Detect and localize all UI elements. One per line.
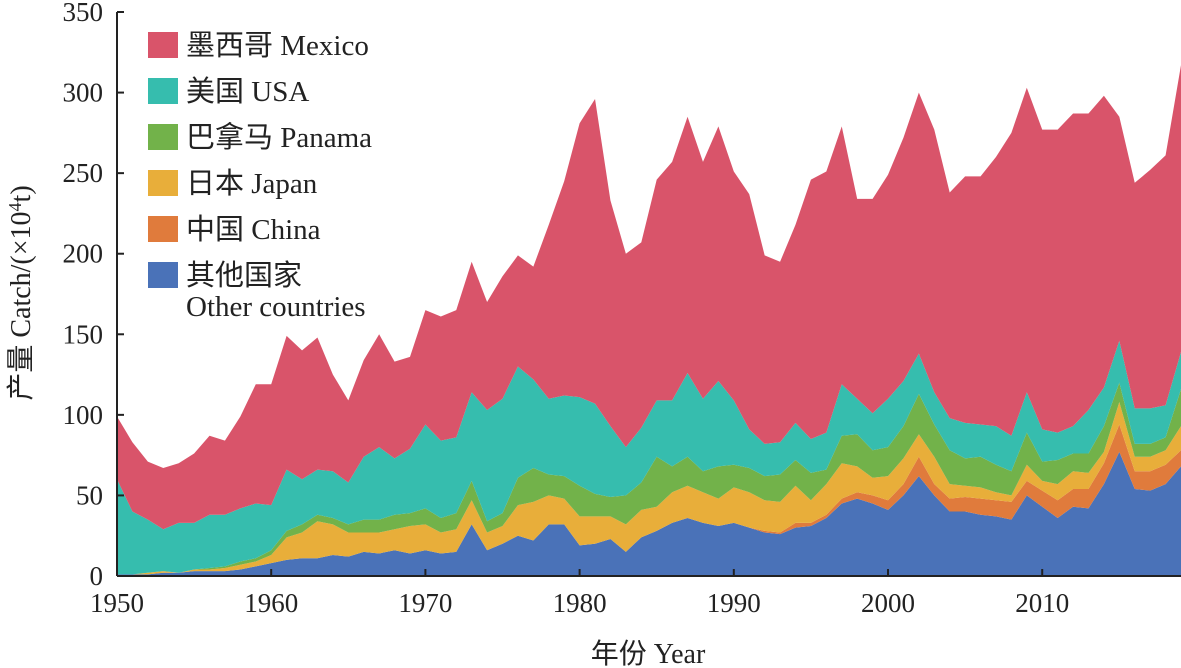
x-tick-label: 1970 <box>398 588 452 618</box>
y-tick-label: 350 <box>63 0 104 27</box>
legend-label-other-countries: 其他国家 <box>186 259 302 292</box>
x-tick-label: 1990 <box>707 588 761 618</box>
x-tick-label: 1950 <box>90 588 144 618</box>
y-tick-label: 100 <box>63 400 104 430</box>
x-tick-label: 2010 <box>1015 588 1069 618</box>
legend-swatch-china <box>148 216 178 242</box>
y-tick-label: 0 <box>90 561 104 591</box>
x-tick-label: 1960 <box>244 588 298 618</box>
legend-label-panama: 巴拿马 Panama <box>186 121 372 154</box>
area-series-other-countries <box>117 451 1181 576</box>
legend-label-usa: 美国 USA <box>186 75 309 108</box>
legend-label-japan: 日本 Japan <box>186 167 318 200</box>
legend-swatch-mexico <box>148 32 178 58</box>
legend-label-mexico: 墨西哥 Mexico <box>186 30 369 62</box>
area-series-panama <box>117 382 1181 575</box>
area-series-china <box>117 424 1181 575</box>
y-tick-label: 50 <box>76 480 103 510</box>
area-series-mexico <box>117 65 1181 530</box>
legend-label-other-countries-en: Other countries <box>186 291 366 323</box>
legend-swatch-japan <box>148 170 178 196</box>
legend-label-china: 中国 China <box>186 213 321 246</box>
x-tick-label: 1980 <box>553 588 607 618</box>
legend: 墨西哥 Mexico 美国 USA 巴拿马 Panama 日本 Japan 中国 Chi… <box>148 30 372 323</box>
legend-swatch-other-countries <box>148 262 178 288</box>
legend-swatch-panama <box>148 124 178 150</box>
x-axis-title: 年份 Year <box>591 638 706 668</box>
y-axis-title-main: 产量 Catch/(×10 <box>5 211 37 400</box>
axes <box>116 12 1181 577</box>
y-axis-title: 产量 Catch/(×104t) <box>5 185 37 400</box>
y-tick-label: 200 <box>63 239 104 269</box>
y-tick-label: 300 <box>63 78 104 108</box>
x-tick-label: 2000 <box>861 588 915 618</box>
tick-layer: 0 50 100 150 200 250 300 350 1950 1960 1970 1980 199… <box>63 0 1070 618</box>
legend-swatch-usa <box>148 78 178 104</box>
y-tick-label: 150 <box>63 319 104 349</box>
area-series-usa <box>117 340 1181 575</box>
area-layers <box>117 65 1181 576</box>
y-tick-label: 250 <box>63 158 104 188</box>
area-series-japan <box>117 401 1181 575</box>
y-axis-title-end: t) <box>6 185 37 202</box>
y-axis-title-sup: 4 <box>5 202 25 211</box>
